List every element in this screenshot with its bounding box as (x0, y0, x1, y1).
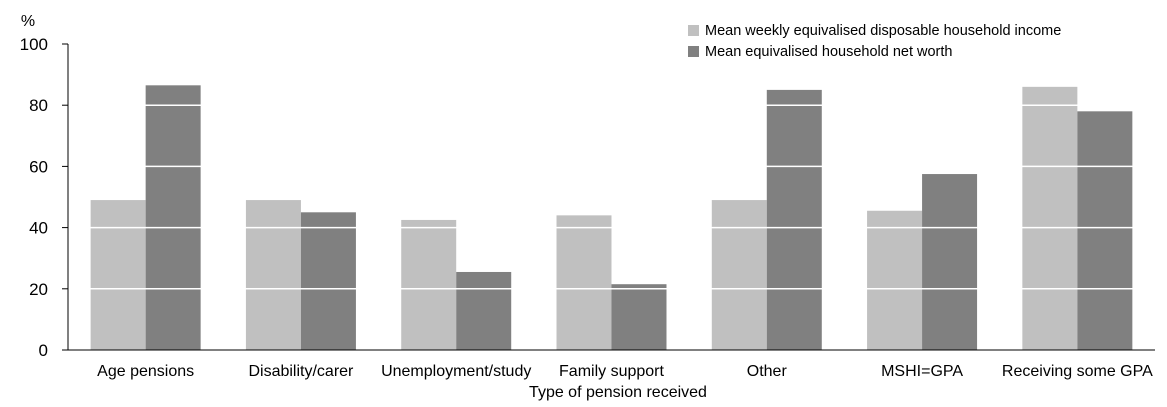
bar-income-4 (711, 200, 767, 350)
bar-income-3 (556, 215, 612, 350)
x-tick-label-6: Receiving some GPA (1002, 363, 1153, 380)
bar-income-6 (1022, 86, 1078, 350)
y-tick-label-20: 20 (29, 280, 48, 299)
bar-net-worth-6 (1077, 111, 1133, 350)
bar-income-1 (245, 200, 301, 350)
bars-layer (90, 85, 1133, 351)
legend-item-net-worth: Mean equivalised household net worth (688, 41, 1061, 62)
legend-swatch-income (688, 25, 699, 36)
x-axis-label: Type of pension received (529, 384, 707, 401)
bar-net-worth-3 (611, 284, 667, 350)
legend-item-income: Mean weekly equivalised disposable house… (688, 20, 1061, 41)
y-tick-label-80: 80 (29, 96, 48, 115)
legend-swatch-net-worth (688, 46, 699, 57)
bar-net-worth-5 (922, 174, 978, 350)
bar-income-5 (867, 210, 923, 350)
x-tick-label-3: Family support (559, 363, 664, 380)
bar-net-worth-2 (456, 271, 512, 350)
legend-label-income: Mean weekly equivalised disposable house… (705, 22, 1062, 39)
y-tick-label-0: 0 (39, 341, 48, 360)
bar-income-2 (401, 219, 457, 350)
bar-net-worth-4 (766, 89, 822, 351)
axes-layer: 0 20 40 60 80 100 Age pensions Disability/carer… (20, 35, 1155, 380)
y-axis-label: % (21, 13, 35, 30)
x-tick-label-2: Unemployment/study (381, 363, 531, 380)
x-tick-label-5: MSHI=GPA (881, 363, 963, 380)
legend: Mean weekly equivalised disposable house… (688, 20, 1061, 62)
y-tick-label-40: 40 (29, 219, 48, 238)
x-tick-label-4: Other (747, 363, 788, 380)
bar-net-worth-1 (300, 212, 356, 350)
bar-net-worth-0 (145, 85, 201, 350)
y-tick-label-60: 60 (29, 157, 48, 176)
y-tick-label-100: 100 (20, 35, 48, 54)
x-tick-label-0: Age pensions (97, 363, 194, 380)
legend-label-net-worth: Mean equivalised household net worth (705, 43, 953, 60)
bar-income-0 (90, 200, 146, 350)
x-tick-label-1: Disability/carer (248, 363, 354, 380)
gridlines-layer (68, 43, 1155, 290)
